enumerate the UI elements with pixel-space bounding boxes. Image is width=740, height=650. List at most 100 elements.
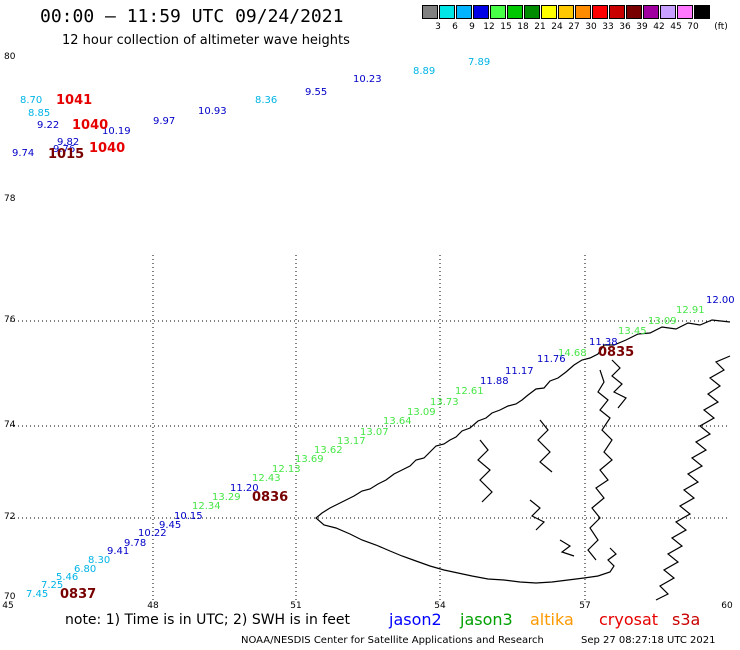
- observation-label: 7.89: [468, 57, 491, 68]
- legend-swatch: [643, 5, 659, 19]
- observation-label: 9.76: [53, 144, 76, 155]
- observation-label: 13.69: [295, 454, 324, 465]
- observation-label: 11.88: [480, 376, 509, 387]
- legend-swatch: [626, 5, 642, 19]
- credit-line: NOAA/NESDIS Center for Satellite Applica…: [241, 635, 544, 646]
- x-tick-label: 51: [290, 601, 302, 611]
- legend-label: 39: [636, 22, 648, 32]
- page-subtitle: 12 hour collection of altimeter wave hei…: [62, 33, 350, 48]
- observation-label: 13.73: [430, 397, 459, 408]
- pass-time-label: 1015: [48, 147, 85, 162]
- observation-label: 9.55: [305, 87, 328, 98]
- observation-label: 8.85: [28, 108, 51, 119]
- satellite-s3a: s3a: [672, 610, 701, 629]
- y-tick-label: 76: [4, 315, 16, 325]
- x-tick-label: 60: [721, 601, 733, 611]
- observation-label: 8.89: [413, 66, 436, 77]
- observation-label: 9.45: [159, 520, 182, 531]
- graticule: [10, 255, 730, 600]
- observation-label: 12.34: [192, 501, 221, 512]
- observation-label: 9.41: [107, 546, 130, 557]
- y-tick-label: 74: [4, 420, 16, 430]
- pass-time-label: 1040: [72, 118, 109, 133]
- satellite-jason2: jason2: [389, 610, 442, 629]
- observation-label: 9.22: [37, 120, 60, 131]
- observation-label: 13.64: [383, 416, 412, 427]
- observation-label: 12.13: [272, 464, 301, 475]
- pass-time-label: 0836: [252, 490, 289, 505]
- footer-note: note: 1) Time is in UTC; 2) SWH is in fe…: [65, 612, 351, 628]
- pass-time-label: 1041: [56, 93, 93, 108]
- observation-label: 12.00: [706, 295, 735, 306]
- legend-label: 3: [435, 22, 441, 32]
- legend-swatch: [541, 5, 557, 19]
- pass-time-label: 1040: [89, 141, 126, 156]
- legend-label: 6: [452, 22, 458, 32]
- legend-swatch: [422, 5, 438, 19]
- legend-swatch: [694, 5, 710, 19]
- observation-label: 9.74: [12, 148, 35, 159]
- coastline: [315, 319, 731, 601]
- legend-swatch: [524, 5, 540, 19]
- observation-label: 11.17: [505, 366, 534, 377]
- legend-swatch: [575, 5, 591, 19]
- satellite-altika: altika: [530, 610, 574, 629]
- observation-label: 8.30: [88, 555, 111, 566]
- legend-swatch: [558, 5, 574, 19]
- legend-swatch: [609, 5, 625, 19]
- x-tick-label: 57: [579, 601, 591, 611]
- legend-swatch: [456, 5, 472, 19]
- observation-label: 10.22: [138, 528, 167, 539]
- legend-label: 30: [585, 22, 597, 32]
- x-tick-label: 45: [2, 601, 14, 611]
- legend-label: 24: [551, 22, 563, 32]
- observation-label: 6.80: [74, 564, 97, 575]
- observation-label: 10.23: [353, 74, 382, 85]
- satellite-jason3: jason3: [460, 610, 513, 629]
- legend-swatch: [507, 5, 523, 19]
- observation-label: 13.17: [337, 436, 366, 447]
- legend-label: 70: [687, 22, 699, 32]
- legend-unit: (ft): [714, 22, 728, 32]
- legend-swatch: [677, 5, 693, 19]
- observation-label: 7.45: [26, 589, 49, 600]
- pass-time-label: 0835: [598, 345, 635, 360]
- observation-label: 13.45: [618, 326, 647, 337]
- y-tick-label: 70: [4, 592, 16, 602]
- legend-label: 45: [670, 22, 682, 32]
- page-title: 00:00 – 11:59 UTC 09/24/2021: [40, 6, 344, 27]
- observation-label: 11.76: [537, 354, 566, 365]
- legend-label: 15: [500, 22, 512, 32]
- legend-label: 12: [483, 22, 495, 32]
- legend-label: 42: [653, 22, 665, 32]
- legend-label: 21: [534, 22, 546, 32]
- satellite-cryosat: cryosat: [599, 610, 659, 629]
- observation-label: 7.25: [41, 580, 64, 591]
- pass-time-label: 0837: [60, 587, 97, 602]
- observation-label: 12.43: [252, 473, 281, 484]
- observation-label: 11.20: [230, 483, 259, 494]
- legend-label: 33: [602, 22, 614, 32]
- y-tick-label: 78: [4, 194, 16, 204]
- legend-label: 36: [619, 22, 631, 32]
- generation-timestamp: Sep 27 08:27:18 UTC 2021: [581, 635, 716, 646]
- legend-swatch: [660, 5, 676, 19]
- observation-label: 10.15: [174, 511, 203, 522]
- x-tick-label: 48: [147, 601, 159, 611]
- legend-swatch: [592, 5, 608, 19]
- observation-label: 12.91: [676, 305, 705, 316]
- observation-label: 12.61: [455, 386, 484, 397]
- observation-label: 5.46: [56, 572, 79, 583]
- observation-label: 13.09: [648, 316, 677, 327]
- legend-label: 9: [469, 22, 475, 32]
- observation-label: 9.82: [57, 137, 80, 148]
- legend-swatch: [439, 5, 455, 19]
- observation-label: 8.70: [20, 95, 43, 106]
- y-tick-label: 72: [4, 512, 16, 522]
- x-tick-label: 54: [434, 601, 446, 611]
- observation-label: 13.29: [212, 492, 241, 503]
- legend-swatch: [490, 5, 506, 19]
- observation-label: 8.36: [255, 95, 278, 106]
- observation-label: 13.07: [360, 427, 389, 438]
